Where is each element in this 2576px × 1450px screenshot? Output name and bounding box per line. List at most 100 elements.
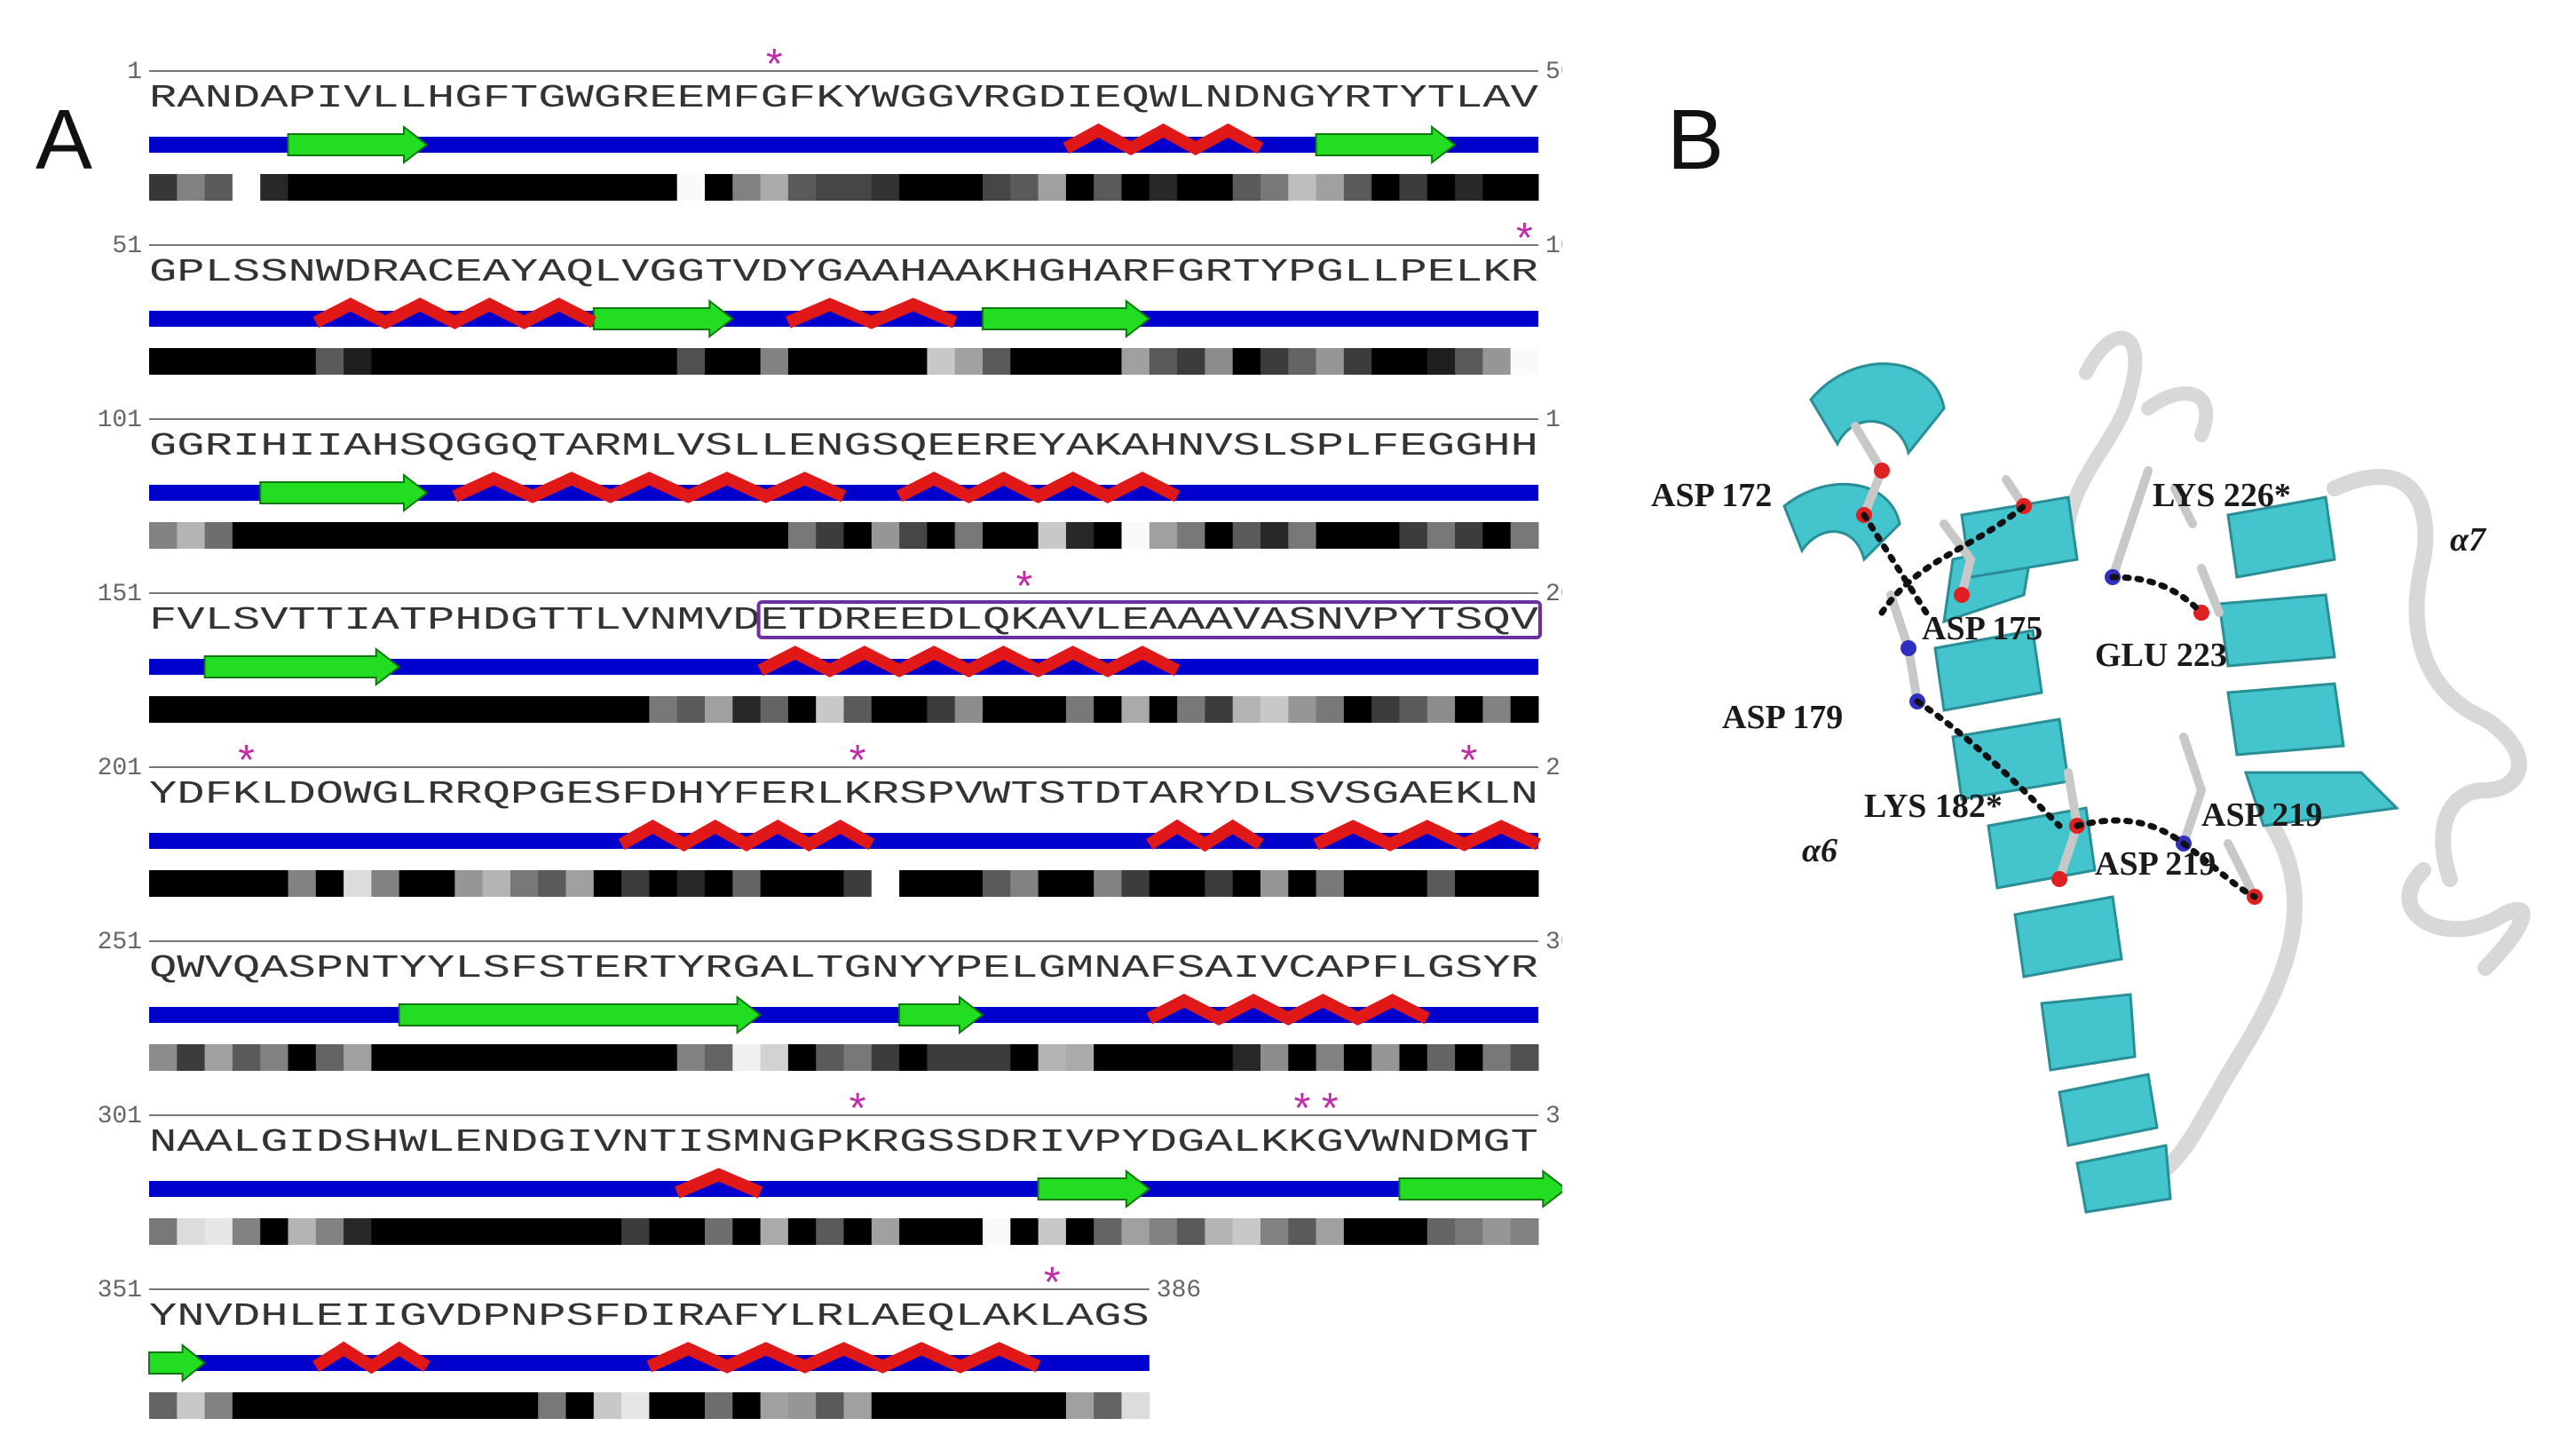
confidence-cell (565, 1044, 595, 1071)
confidence-cell (204, 174, 233, 201)
confidence-cell (1094, 870, 1122, 897)
sequence-row: 351 386 *YNVDHLEIIGVDPNPSFDIRAFYLRLAEQLAKL… (98, 1264, 1201, 1419)
alpha-helix (312, 297, 597, 329)
confidence-cell (1343, 1218, 1372, 1245)
confidence-cell (927, 870, 956, 897)
confidence-cell (927, 174, 956, 201)
confidence-cell (1232, 1218, 1261, 1245)
confidence-cell (593, 1218, 622, 1245)
row-start-number: 251 (98, 929, 142, 956)
confidence-cell (1316, 696, 1345, 723)
confidence-cell (454, 1218, 484, 1245)
label-lys-226: LYS 226* (2153, 477, 2291, 514)
confidence-cell (1010, 870, 1039, 897)
confidence-cell (1065, 1218, 1094, 1245)
confidence-cell (705, 696, 733, 723)
confidence-cell (482, 696, 511, 723)
confidence-cell (983, 1044, 1011, 1071)
confidence-cell (1426, 1044, 1456, 1071)
confidence-cell (288, 1218, 317, 1245)
confidence-cell (1288, 1044, 1317, 1071)
confidence-cell (288, 870, 317, 897)
confidence-cell (1343, 348, 1372, 375)
confidence-cell (1149, 696, 1178, 723)
confidence-cell (621, 1044, 650, 1071)
alpha-helix (896, 471, 1181, 503)
confidence-cell (315, 522, 344, 549)
confidence-cell (1038, 696, 1067, 723)
confidence-cell (732, 1044, 762, 1071)
confidence-cell (454, 1392, 484, 1419)
confidence-cell (843, 174, 873, 201)
confidence-cell (1455, 1218, 1483, 1245)
confidence-cell (482, 1218, 511, 1245)
confidence-cell (871, 870, 900, 897)
confidence-cell (510, 1392, 539, 1419)
confidence-cell (732, 1392, 762, 1419)
sequence-text: RANDAPIVLLHGFTGWGREEMFGFKYWGGVRGDIEQWLND… (149, 80, 1539, 116)
confidence-cell (816, 696, 844, 723)
confidence-cell (816, 174, 844, 201)
confidence-cell (1094, 174, 1122, 201)
confidence-cell (1371, 870, 1400, 897)
confidence-cell (177, 1392, 206, 1419)
conservation-star: * (1290, 1089, 1316, 1137)
confidence-cell (1455, 696, 1483, 723)
confidence-cell (232, 1218, 261, 1245)
confidence-cell (510, 522, 539, 549)
confidence-cell (1260, 1218, 1289, 1245)
confidence-cell (816, 1218, 844, 1245)
confidence-cell (1038, 174, 1067, 201)
confidence-cell (1260, 348, 1289, 375)
conservation-star: * (762, 45, 787, 93)
confidence-cell (177, 1044, 206, 1071)
panel-a-label: A (36, 92, 93, 187)
confidence-cell (315, 870, 344, 897)
confidence-cell (787, 870, 817, 897)
confidence-cell (649, 174, 678, 201)
confidence-cell (538, 1044, 566, 1071)
confidence-cell (732, 870, 762, 897)
confidence-cell (399, 1044, 428, 1071)
alpha-helix (757, 646, 1181, 677)
confidence-cell (1177, 348, 1205, 375)
confidence-cell (1177, 1044, 1205, 1071)
sequence-row: 51 100 *GPLSSNWDRACEAYAQLVGGTVDYGAAHAAKHGH… (112, 219, 1562, 375)
confidence-cell (1038, 1218, 1067, 1245)
confidence-cell (1316, 174, 1345, 201)
confidence-cell (510, 696, 539, 723)
confidence-cell (1065, 348, 1094, 375)
confidence-cell (344, 174, 372, 201)
conservation-star: * (1039, 1264, 1065, 1311)
confidence-cell (1149, 1044, 1178, 1071)
sequence-row: 101 150 GGRIHIIAHSQGGQTARMLVSLLENGSQEEREYA… (98, 407, 1562, 549)
confidence-cell (177, 348, 206, 375)
conservation-star: * (845, 1089, 871, 1137)
confidence-cell (315, 696, 344, 723)
confidence-cell (1510, 870, 1539, 897)
confidence-cell (1177, 696, 1205, 723)
confidence-cell (593, 522, 622, 549)
beta-strand (592, 298, 734, 339)
confidence-cell (787, 1392, 817, 1419)
confidence-cell (1316, 348, 1345, 375)
conservation-star: * (845, 741, 871, 789)
row-end-number: 300 (1545, 929, 1562, 956)
confidence-cell (427, 348, 455, 375)
helix-top-left (1782, 362, 2079, 579)
confidence-cell (565, 870, 595, 897)
confidence-cell (1316, 522, 1345, 549)
sequence-text: GGRIHIIAHSQGGQTARMLVSLLENGSQEEREYAKAHNVS… (149, 428, 1538, 464)
confidence-cell (204, 1392, 233, 1419)
confidence-cell (260, 696, 288, 723)
confidence-cell (1510, 174, 1539, 201)
confidence-cell (371, 522, 400, 549)
highlight-box (756, 600, 1542, 639)
confidence-cell (1065, 1392, 1094, 1419)
confidence-cell (1205, 696, 1234, 723)
confidence-cell (760, 696, 789, 723)
confidence-cell (232, 348, 261, 375)
confidence-cell (344, 696, 372, 723)
row-end-number: 150 (1545, 407, 1562, 434)
